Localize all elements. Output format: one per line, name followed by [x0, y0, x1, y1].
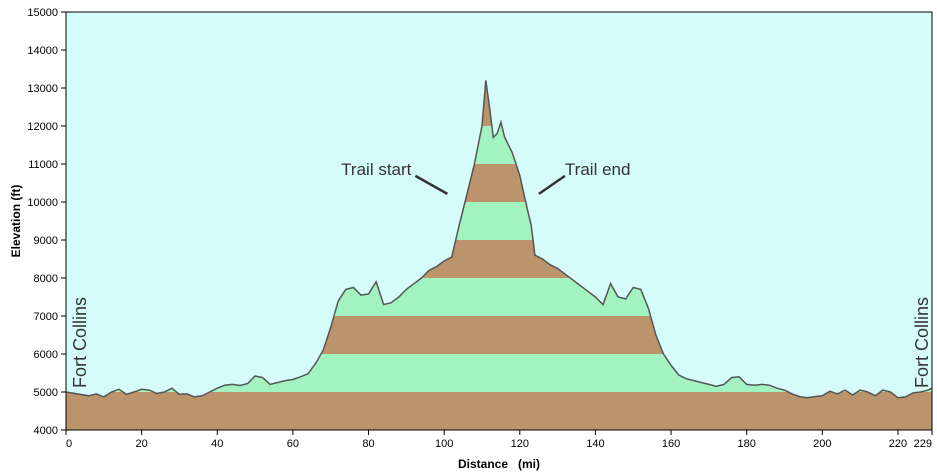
y-tick-label: 14000 [27, 45, 58, 57]
end-location-label: Fort Collins [912, 297, 932, 388]
annotations: Trail start Trail end [341, 160, 631, 195]
x-tick-label: 220 [889, 438, 907, 450]
x-tick-label: 120 [511, 438, 529, 450]
x-tick-label: 60 [287, 438, 299, 450]
y-axis-title: Elevation (ft) [9, 185, 23, 258]
x-tick-label: 229 [914, 438, 932, 450]
y-tick-label: 13000 [27, 83, 58, 95]
x-tick-label: 80 [362, 438, 374, 450]
y-tick-label: 12000 [27, 121, 58, 133]
y-tick-label: 5000 [34, 387, 58, 399]
y-tick-label: 8000 [34, 273, 58, 285]
start-location-label: Fort Collins [70, 297, 90, 388]
annotation-leader [538, 174, 566, 195]
x-axis: 0 20 40 60 80 100 120 140 160 180 200 220 229 [65, 430, 933, 450]
plot-frame [65, 11, 933, 431]
elevation-band [66, 392, 932, 430]
x-tick-label: 140 [586, 438, 604, 450]
y-tick-label: 11000 [28, 159, 58, 171]
annotation-label: Trail end [565, 160, 631, 179]
x-tick-label: 180 [738, 438, 756, 450]
x-tick-label: 160 [662, 438, 680, 450]
y-tick-label: 9000 [34, 235, 58, 247]
x-tick-label: 40 [211, 438, 223, 450]
y-tick-label: 10000 [27, 197, 58, 209]
x-tick-label: 200 [813, 438, 831, 450]
y-tick-label: 7000 [34, 311, 58, 323]
annotation-label: Trail start [341, 160, 411, 179]
y-axis: 4000 5000 6000 7000 8000 9000 10000 11000 12000 1… [27, 7, 66, 437]
elevation-profile-line [65, 80, 933, 399]
x-tick-label: 20 [136, 438, 148, 450]
y-tick-label: 15000 [27, 7, 58, 19]
annotation-leader [414, 174, 449, 195]
x-tick-label: 100 [435, 438, 453, 450]
x-tick-label: 0 [66, 438, 72, 450]
x-axis-title: Distance (mi) [458, 457, 540, 471]
y-tick-label: 6000 [34, 349, 58, 361]
y-tick-label: 4000 [34, 425, 58, 437]
